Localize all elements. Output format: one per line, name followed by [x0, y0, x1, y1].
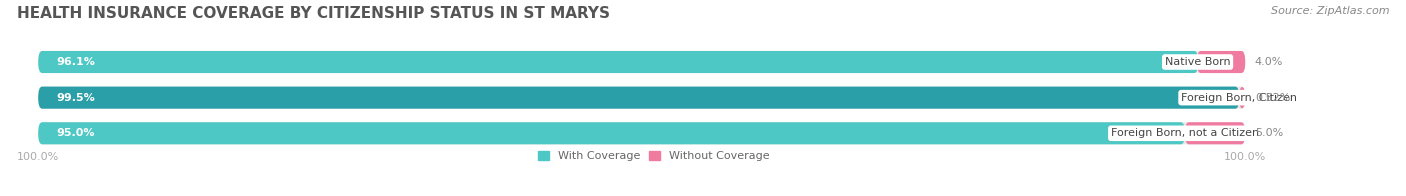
- Text: Foreign Born, not a Citizen: Foreign Born, not a Citizen: [1111, 128, 1258, 138]
- FancyBboxPatch shape: [1197, 51, 1246, 73]
- FancyBboxPatch shape: [38, 87, 1246, 109]
- FancyBboxPatch shape: [38, 122, 1246, 144]
- Text: 100.0%: 100.0%: [17, 152, 59, 162]
- Text: Foreign Born, Citizen: Foreign Born, Citizen: [1181, 93, 1298, 103]
- FancyBboxPatch shape: [38, 51, 1198, 73]
- Text: 100.0%: 100.0%: [1225, 152, 1267, 162]
- FancyBboxPatch shape: [38, 122, 1185, 144]
- FancyBboxPatch shape: [38, 87, 1239, 109]
- Text: 4.0%: 4.0%: [1256, 57, 1284, 67]
- FancyBboxPatch shape: [38, 51, 1246, 73]
- Text: 5.0%: 5.0%: [1256, 128, 1284, 138]
- Text: 96.1%: 96.1%: [56, 57, 96, 67]
- Legend: With Coverage, Without Coverage: With Coverage, Without Coverage: [538, 151, 769, 162]
- Text: 95.0%: 95.0%: [56, 128, 94, 138]
- Text: 0.52%: 0.52%: [1256, 93, 1291, 103]
- Text: Native Born: Native Born: [1164, 57, 1230, 67]
- Text: HEALTH INSURANCE COVERAGE BY CITIZENSHIP STATUS IN ST MARYS: HEALTH INSURANCE COVERAGE BY CITIZENSHIP…: [17, 6, 610, 21]
- FancyBboxPatch shape: [1239, 87, 1246, 109]
- Text: 99.5%: 99.5%: [56, 93, 96, 103]
- Text: Source: ZipAtlas.com: Source: ZipAtlas.com: [1271, 6, 1389, 16]
- FancyBboxPatch shape: [1185, 122, 1246, 144]
